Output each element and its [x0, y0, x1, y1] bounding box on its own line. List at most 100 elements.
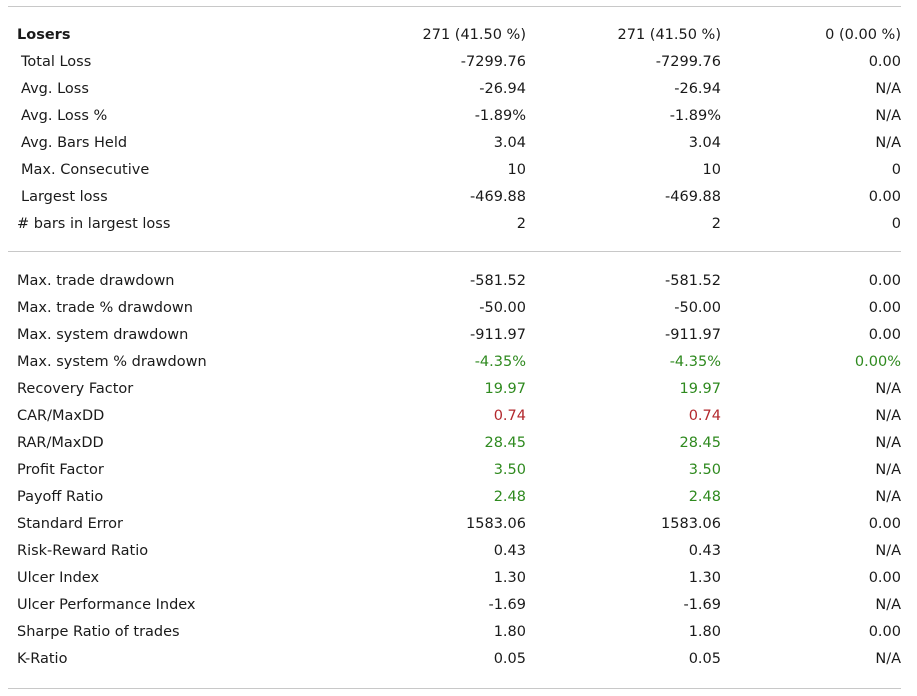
row-short-value: N/A: [875, 108, 901, 124]
row-long-value: 1.30: [688, 570, 721, 586]
table-row: Ulcer Index 1.30 1.30 0.00: [0, 565, 917, 592]
row-label: K-Ratio: [17, 651, 68, 667]
row-short-value: 0.00: [868, 327, 901, 343]
row-all-value: -50.00: [479, 300, 526, 316]
row-long-value: -581.52: [665, 273, 721, 289]
row-long-value: 1583.06: [661, 516, 721, 532]
row-long-value: 0.43: [688, 543, 721, 559]
row-label: Risk-Reward Ratio: [17, 543, 149, 559]
row-label: Largest loss: [21, 189, 108, 205]
row-all-value: 19.97: [484, 381, 526, 397]
row-long-value: -1.69: [683, 597, 721, 613]
row-all-value: -26.94: [479, 81, 526, 97]
table-row: Max. system drawdown -911.97 -911.97 0.0…: [0, 322, 917, 349]
row-short-value: N/A: [875, 435, 901, 451]
row-long-value: 28.45: [679, 435, 721, 451]
row-long-value: -26.94: [674, 81, 721, 97]
row-label: Avg. Loss: [21, 81, 89, 97]
row-all-value: -469.88: [470, 189, 526, 205]
row-label: Max. system % drawdown: [17, 354, 207, 370]
table-row: Avg. Loss % -1.89% -1.89% N/A: [0, 103, 917, 130]
row-label: RAR/MaxDD: [17, 435, 104, 451]
row-short-value: N/A: [875, 651, 901, 667]
row-all-value: -4.35%: [474, 354, 526, 370]
row-all-value: 2: [516, 216, 526, 232]
row-all-value: 1583.06: [466, 516, 526, 532]
row-long-value: -7299.76: [655, 54, 721, 70]
row-long-value: -4.35%: [669, 354, 721, 370]
row-label: Avg. Bars Held: [21, 135, 128, 151]
row-long-value: 1.80: [688, 624, 721, 640]
row-long-value: 0.05: [688, 651, 721, 667]
table-row: Recovery Factor 19.97 19.97 N/A: [0, 376, 917, 403]
row-short-value: N/A: [875, 408, 901, 424]
row-all-value: -581.52: [470, 273, 526, 289]
row-short-value: 0: [891, 162, 901, 178]
row-all-value: 2.48: [493, 489, 526, 505]
row-short-value: N/A: [875, 543, 901, 559]
row-label: Max. Consecutive: [21, 162, 150, 178]
row-short-value: 0.00: [868, 516, 901, 532]
losers-all-value: 271 (41.50 %): [422, 27, 527, 43]
row-long-value: -469.88: [665, 189, 721, 205]
table-row: CAR/MaxDD 0.74 0.74 N/A: [0, 403, 917, 430]
row-all-value: 0.74: [493, 408, 526, 424]
table-row: Max. Consecutive 10 10 0: [0, 157, 917, 184]
row-long-value: -50.00: [674, 300, 721, 316]
row-short-value: 0.00: [868, 273, 901, 289]
table-row: Risk-Reward Ratio 0.43 0.43 N/A: [0, 538, 917, 565]
row-label: Recovery Factor: [17, 381, 134, 397]
row-short-value: 0: [891, 216, 901, 232]
row-short-value: N/A: [875, 597, 901, 613]
divider-middle: [8, 251, 901, 252]
table-row: Avg. Loss -26.94 -26.94 N/A: [0, 76, 917, 103]
row-all-value: 10: [507, 162, 526, 178]
row-short-value: N/A: [875, 381, 901, 397]
table-row: Max. trade drawdown -581.52 -581.52 0.00: [0, 268, 917, 295]
row-short-value: N/A: [875, 135, 901, 151]
table-row: Sharpe Ratio of trades 1.80 1.80 0.00: [0, 619, 917, 646]
row-long-value: 3.50: [688, 462, 721, 478]
row-label: Max. system drawdown: [17, 327, 189, 343]
row-label: CAR/MaxDD: [17, 408, 105, 424]
table-row: Max. system % drawdown -4.35% -4.35% 0.0…: [0, 349, 917, 376]
divider-bottom: [8, 688, 901, 689]
row-all-value: 1.30: [493, 570, 526, 586]
row-label: Standard Error: [17, 516, 123, 532]
divider-top: [8, 6, 901, 7]
row-label: Ulcer Index: [17, 570, 100, 586]
row-all-value: 0.43: [493, 543, 526, 559]
row-label: Max. trade drawdown: [17, 273, 175, 289]
row-long-value: 0.74: [688, 408, 721, 424]
losers-header-row: Losers 271 (41.50 %) 271 (41.50 %) 0 (0.…: [0, 22, 917, 49]
row-all-value: -7299.76: [460, 54, 526, 70]
row-all-value: -1.69: [488, 597, 526, 613]
row-all-value: 3.50: [493, 462, 526, 478]
row-long-value: 2: [711, 216, 721, 232]
table-row: K-Ratio 0.05 0.05 N/A: [0, 646, 917, 673]
row-long-value: 2.48: [688, 489, 721, 505]
losers-long-value: 271 (41.50 %): [617, 27, 722, 43]
table-row: Profit Factor 3.50 3.50 N/A: [0, 457, 917, 484]
row-all-value: 1.80: [493, 624, 526, 640]
row-short-value: N/A: [875, 489, 901, 505]
row-long-value: 3.04: [688, 135, 721, 151]
row-long-value: 19.97: [679, 381, 721, 397]
row-all-value: -911.97: [470, 327, 526, 343]
table-row: # bars in largest loss 2 2 0: [0, 211, 917, 238]
losers-label: Losers: [17, 27, 71, 43]
row-label: # bars in largest loss: [17, 216, 171, 232]
row-all-value: -1.89%: [474, 108, 526, 124]
table-row: RAR/MaxDD 28.45 28.45 N/A: [0, 430, 917, 457]
table-row: Avg. Bars Held 3.04 3.04 N/A: [0, 130, 917, 157]
row-label: Profit Factor: [17, 462, 104, 478]
row-label: Max. trade % drawdown: [17, 300, 193, 316]
row-label: Ulcer Performance Index: [17, 597, 196, 613]
row-short-value: 0.00: [868, 624, 901, 640]
table-row: Largest loss -469.88 -469.88 0.00: [0, 184, 917, 211]
row-short-value: 0.00: [868, 300, 901, 316]
row-short-value: 0.00: [868, 570, 901, 586]
row-all-value: 0.05: [493, 651, 526, 667]
row-label: Payoff Ratio: [17, 489, 104, 505]
table-row: Ulcer Performance Index -1.69 -1.69 N/A: [0, 592, 917, 619]
